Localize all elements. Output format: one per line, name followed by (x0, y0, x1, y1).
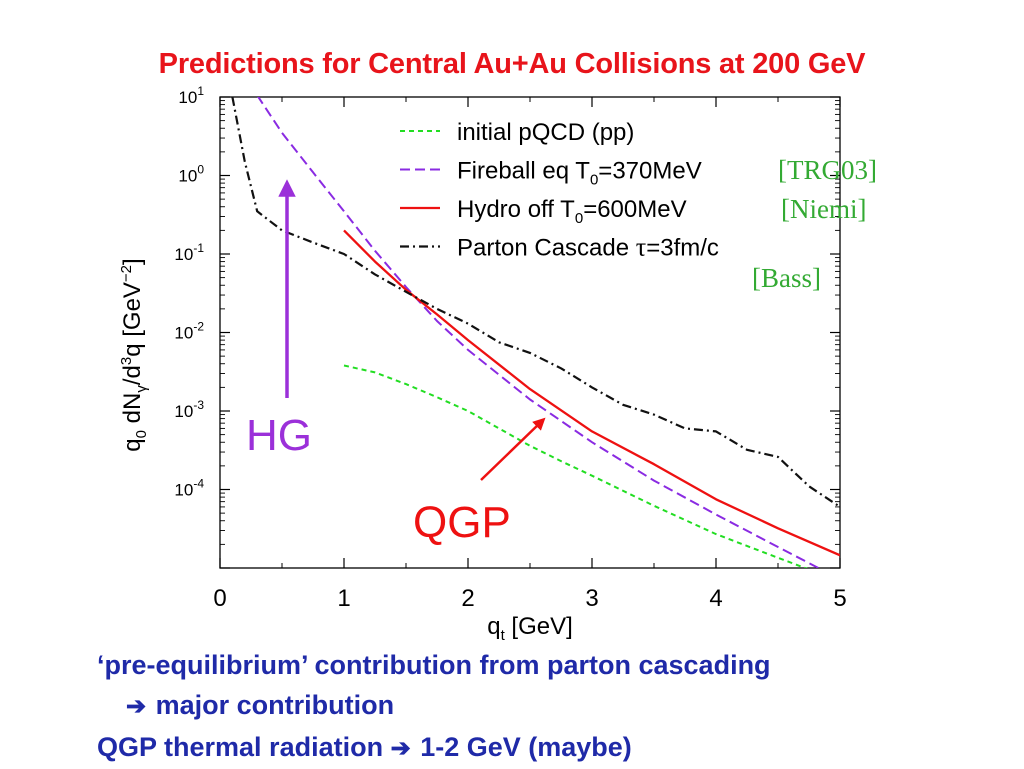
right-arrow-icon: ➔ (390, 735, 411, 762)
bullet-list: ‘pre-equilibrium’ contribution from part… (97, 645, 771, 769)
bullet-line-3: QGP thermal radiation ➔ 1-2 GeV (maybe) (97, 727, 771, 769)
y-axis-label: q0 dNγ/d3q [GeV−2] (118, 258, 150, 451)
slide-title: Predictions for Central Au+Au Collisions… (158, 48, 866, 80)
legend-label-3: Parton Cascade τ=3fm/c (457, 233, 719, 262)
y-tick-label: 10-4 (174, 477, 204, 500)
x-tick-label: 0 (213, 585, 226, 612)
right-arrow-icon: ➔ (126, 693, 147, 720)
x-tick-label: 3 (585, 585, 598, 612)
y-tick-label: 10-3 (174, 398, 204, 421)
qgp-label: QGP (413, 498, 511, 547)
citation-label: [Bass] (752, 263, 821, 293)
y-tick-label: 10-1 (174, 241, 204, 264)
y-tick-label: 100 (178, 163, 204, 186)
x-tick-label: 2 (461, 585, 474, 612)
hg-label: HG (246, 411, 312, 460)
bullet-line-2: ➔ major contribution (97, 685, 771, 727)
annotations: HG QGP (246, 179, 546, 547)
citation-label: [Niemi] (781, 194, 866, 224)
series-line-3 (231, 97, 840, 508)
bullet-line-1: ‘pre-equilibrium’ contribution from part… (97, 650, 771, 680)
y-tick-label: 101 (178, 84, 204, 107)
series-line-1 (257, 97, 821, 568)
series-layer (231, 97, 840, 568)
legend-label-1: Fireball eq T0=370MeV (457, 158, 702, 189)
legend-label-2: Hydro off T0=600MeV (457, 196, 687, 227)
legend-label-0: initial pQCD (pp) (457, 119, 634, 146)
x-tick-label: 4 (709, 585, 722, 612)
bullet-line-3b-text: 1-2 GeV (maybe) (420, 732, 632, 762)
legend: initial pQCD (pp) Fireball eq T0=370MeV Hy… (400, 119, 877, 293)
y-tick-label: 10-2 (174, 320, 204, 343)
axis-labels: qt [GeV] q0 dNγ/d3q [GeV−2] (118, 258, 573, 644)
citation-label: [TRG03] (778, 155, 877, 185)
bullet-line-2-text: major contribution (155, 690, 395, 720)
axis-ticks: 0 1 2 3 4 5 101 100 10-1 10-2 10-3 10-4 (174, 84, 846, 612)
x-tick-label: 5 (833, 585, 846, 612)
x-tick-label: 1 (337, 585, 350, 612)
series-line-2 (343, 229, 840, 557)
series-line-0 (343, 364, 808, 568)
bullet-line-3a-text: QGP thermal radiation (97, 732, 384, 762)
x-axis-label: qt [GeV] (487, 613, 573, 644)
qgp-arrow (480, 417, 546, 481)
